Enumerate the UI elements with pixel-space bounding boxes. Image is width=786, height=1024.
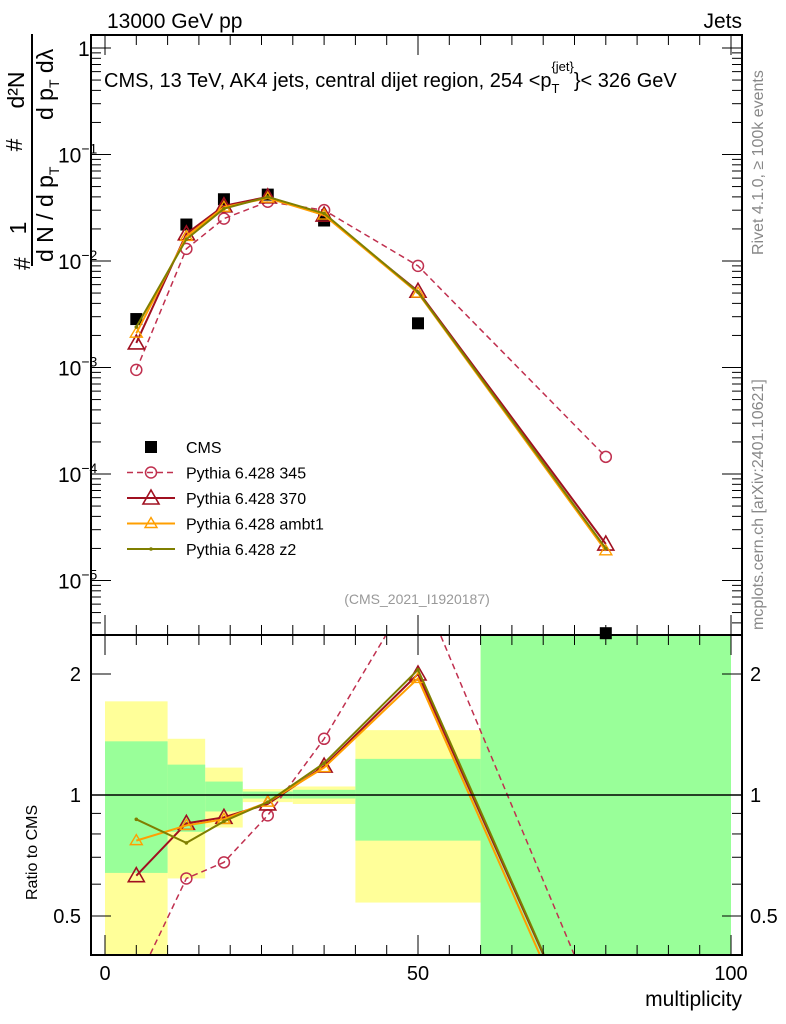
ratio-line	[135, 672, 545, 955]
svg-text:1: 1	[5, 222, 31, 235]
y-tick-label: 10−5	[58, 567, 98, 594]
y-tick-label: 10−3	[58, 354, 98, 381]
legend-item: CMS	[145, 440, 222, 457]
legend-marker	[143, 516, 159, 529]
header-right: Jets	[703, 10, 742, 33]
ratio-point	[126, 866, 146, 883]
ratio-point	[180, 872, 193, 885]
ratio-y-tick-label: 2	[70, 664, 81, 686]
legend-label: Pythia 6.428 ambt1	[186, 517, 324, 534]
ratio-point	[129, 833, 144, 846]
uncertainty-band-inner	[105, 741, 168, 873]
series-line	[135, 200, 607, 458]
legend-marker	[144, 466, 158, 479]
legend-marker	[149, 547, 153, 551]
y-axis-label: # 1 d N / d pT # d²N d pT dλ	[1, 34, 62, 270]
ratio-point	[261, 809, 275, 822]
data-point	[410, 285, 426, 298]
svg-text:#: #	[1, 138, 27, 151]
ratio-point	[322, 761, 326, 765]
y-tick-label: 1	[78, 38, 90, 61]
svg-text:d pT dλ: d pT dλ	[32, 48, 62, 120]
legend: CMS Pythia 6.428 345 Pythia 6.428 370 Pythi…	[127, 440, 324, 559]
data-point	[416, 290, 420, 294]
data-point	[265, 195, 270, 199]
data-point	[184, 237, 189, 242]
ratio-point	[265, 800, 270, 804]
ratio-y-tick-label-right: 1	[750, 785, 761, 807]
y-tick-label: 10−1	[58, 141, 98, 168]
legend-item: Pythia 6.428 370	[127, 488, 306, 508]
axis-ticks: 1 10−1 10−2 10−3 10−4 10−5 2 2 1 1 0.5 0.5 0 50 100	[53, 35, 778, 985]
chart-title: CMS, 13 TeV, AK4 jets, central dijet reg…	[104, 59, 677, 96]
ratio-point	[416, 667, 420, 672]
data-point	[217, 212, 231, 225]
ratio-y-tick-label: 0.5	[53, 906, 81, 928]
svg-text:d N / d pT: d N / d pT	[32, 166, 62, 262]
uncertainty-band-inner	[205, 781, 243, 812]
legend-marker	[141, 488, 161, 505]
legend-marker	[145, 441, 157, 453]
ratio-point	[134, 817, 139, 822]
legend-label: Pythia 6.428 370	[186, 491, 306, 508]
data-point	[411, 259, 425, 273]
data-point	[222, 206, 226, 211]
data-point	[129, 325, 144, 338]
legend-label: Pythia 6.428 z2	[186, 542, 296, 559]
series-pythia-6-428-z2	[134, 195, 608, 551]
ratio-point	[316, 760, 332, 773]
data-point	[258, 187, 278, 204]
data-point	[598, 543, 614, 556]
data-point	[604, 546, 608, 551]
svg-text:#: #	[9, 257, 35, 270]
uncertainty-band-inner	[292, 789, 356, 799]
ratio-point	[179, 818, 194, 831]
series-cms	[130, 188, 612, 640]
data-point	[134, 325, 139, 329]
ratio-point	[217, 856, 231, 869]
data-point	[316, 207, 332, 220]
legend-item: Pythia 6.428 345	[127, 466, 306, 483]
y-tick-label: 10−2	[58, 247, 98, 274]
ratio-y-tick-label: 1	[70, 785, 81, 807]
ratio-point	[216, 811, 232, 825]
ratio-point	[222, 819, 226, 824]
ratio-series-pythia-6-428-z2	[134, 667, 545, 955]
data-point	[126, 333, 146, 350]
series-pythia-6-428-345	[130, 195, 613, 464]
data-point	[322, 211, 326, 216]
ratio-point	[184, 841, 189, 845]
legend-item: Pythia 6.428 z2	[127, 542, 296, 559]
ratio-line	[149, 635, 387, 955]
data-point	[130, 363, 143, 377]
analysis-id: (CMS_2021_I1920187)	[344, 591, 490, 607]
rivet-label: Rivet 4.1.0, ≥ 100k events	[750, 70, 767, 255]
legend-label: Pythia 6.428 345	[186, 466, 306, 483]
x-axis-label: multiplicity	[645, 988, 742, 1011]
data-point	[216, 199, 232, 212]
x-tick-label: 0	[99, 963, 110, 985]
ratio-point	[317, 732, 331, 746]
data-point	[599, 450, 613, 464]
header-left: 13000 GeV pp	[107, 10, 242, 33]
svg-text:d²N: d²N	[3, 71, 29, 108]
x-tick-label: 50	[407, 963, 429, 985]
legend-label: CMS	[186, 440, 222, 457]
x-tick-label: 100	[714, 963, 747, 985]
y-tick-label: 10−4	[58, 460, 98, 487]
data-point	[412, 317, 424, 330]
ratio-y-tick-label-right: 2	[750, 664, 761, 686]
ratio-y-label: Ratio to CMS	[24, 805, 41, 900]
main-series	[126, 187, 616, 640]
mcplots-label: mcplots.cern.ch [arXiv:2401.10621]	[750, 379, 767, 630]
legend-item: Pythia 6.428 ambt1	[127, 516, 324, 534]
ratio-y-tick-label-right: 0.5	[750, 906, 778, 928]
